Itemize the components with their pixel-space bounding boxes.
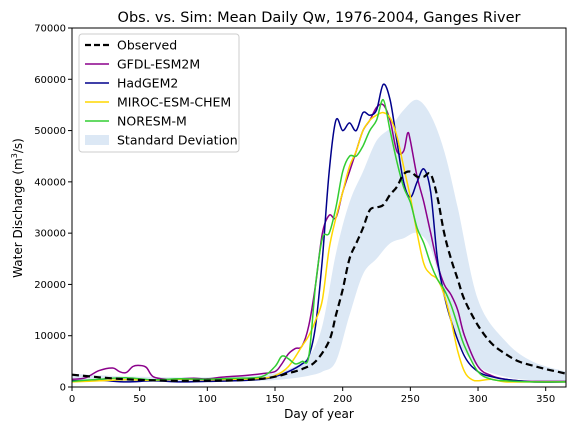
chart-title: Obs. vs. Sim: Mean Daily Qw, 1976-2004, …: [118, 10, 521, 26]
legend: Observed GFDL-ESM2M HadGEM2 MIROC-ESM-CHEM N…: [78, 33, 240, 153]
legend-label-miroc-esm-chem: MIROC-ESM-CHEM: [117, 95, 231, 110]
axis-ticks: 0 50 100 150 200 250 300 350 0 10000 20000 30000 400…: [34, 24, 555, 406]
x-axis-label: Day of year: [284, 407, 354, 421]
y-tick-label: 70000: [34, 24, 66, 35]
plot-area: [72, 83, 566, 383]
x-tick-label: 250: [401, 394, 420, 405]
y-axis-label: Water Discharge (m3/s): [10, 138, 25, 278]
y-axis-label-sup: 3: [10, 153, 19, 158]
series-line-noresm-m: [72, 99, 566, 383]
legend-label-hadgem2: HadGEM2: [117, 76, 178, 91]
plot-frame: [71, 27, 567, 388]
legend-swatch-standard-deviation: [85, 135, 109, 145]
y-tick-label: 40000: [34, 177, 66, 188]
y-tick-label: 0: [60, 383, 66, 394]
std-dev-band: [72, 99, 566, 382]
x-tick-label: 50: [133, 394, 146, 405]
x-tick-label: 350: [536, 394, 555, 405]
series-line-observed: [72, 170, 566, 382]
x-tick-label: 300: [468, 394, 487, 405]
x-tick-label: 200: [333, 394, 352, 405]
plot-series-group: [72, 83, 566, 383]
y-tick-label: 30000: [34, 229, 66, 240]
y-tick-label: 10000: [34, 331, 66, 342]
y-tick-label: 20000: [34, 280, 66, 291]
y-axis-label-end: /s): [11, 138, 25, 153]
x-tick-label: 150: [265, 394, 284, 405]
y-axis-label-main: Water Discharge (m: [11, 158, 25, 278]
y-tick-label: 50000: [34, 126, 66, 137]
legend-box: [78, 33, 240, 153]
y-tick-label: 60000: [34, 75, 66, 86]
legend-label-noresm-m: NORESM-M: [117, 114, 187, 129]
legend-label-standard-deviation: Standard Deviation: [117, 133, 238, 148]
x-tick-label: 100: [198, 394, 217, 405]
legend-label-observed: Observed: [117, 38, 177, 53]
x-tick-label: 0: [69, 394, 75, 405]
legend-label-gfdl-esm2m: GFDL-ESM2M: [117, 57, 200, 72]
